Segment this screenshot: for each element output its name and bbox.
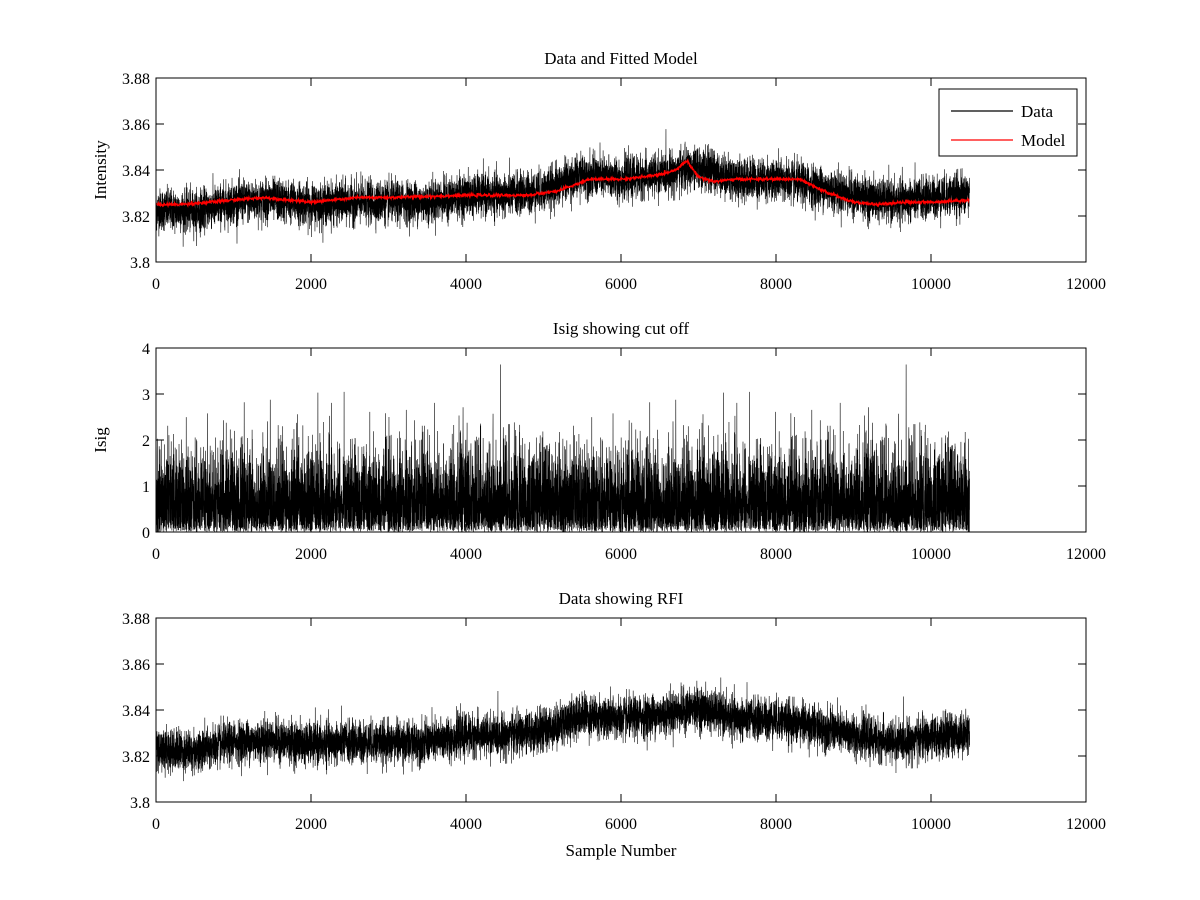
y-tick-label: 1 <box>142 479 150 496</box>
x-tick-label: 6000 <box>605 546 637 563</box>
x-tick-label: 8000 <box>760 276 792 293</box>
chart-title: Data and Fitted Model <box>544 49 698 68</box>
x-axis-label: Sample Number <box>566 841 677 860</box>
y-tick-label: 3.88 <box>122 71 150 88</box>
y-tick-label: 3.86 <box>122 657 150 674</box>
y-axis-label: Isig <box>91 427 110 453</box>
x-tick-label: 10000 <box>911 816 951 833</box>
y-tick-label: 2 <box>142 433 150 450</box>
x-tick-label: 8000 <box>760 546 792 563</box>
panel-3: 0 2000 4000 6000 8000 10000 12000 3.8 3.82 3.84 3.… <box>122 589 1106 860</box>
x-tick-label: 2000 <box>295 276 327 293</box>
y-tick-label: 3.8 <box>130 255 150 272</box>
x-tick-label: 10000 <box>911 276 951 293</box>
x-tick-label: 4000 <box>450 546 482 563</box>
legend-label-model: Model <box>1021 131 1066 150</box>
y-axis-label: Intensity <box>91 140 110 200</box>
legend: Data Model <box>938 88 1078 157</box>
x-tick-label: 12000 <box>1066 546 1106 563</box>
x-tick-label: 4000 <box>450 276 482 293</box>
y-tick-label: 3.88 <box>122 611 150 628</box>
x-tick-label: 2000 <box>295 546 327 563</box>
x-tick-label: 10000 <box>911 546 951 563</box>
series-1 <box>156 364 970 532</box>
chart-title: Data showing RFI <box>559 589 684 608</box>
y-tick-label: 3.84 <box>122 703 150 720</box>
chart-title: Isig showing cut off <box>553 319 689 338</box>
series-model <box>156 158 970 209</box>
x-tick-label: 12000 <box>1066 816 1106 833</box>
x-tick-label: 2000 <box>295 816 327 833</box>
legend-label-data: Data <box>1021 102 1054 121</box>
x-tick-label: 8000 <box>760 816 792 833</box>
x-tick-label: 12000 <box>1066 276 1106 293</box>
x-tick-label: 4000 <box>450 816 482 833</box>
series-1 <box>156 677 970 782</box>
x-tick-label: 0 <box>152 546 160 563</box>
y-tick-label: 4 <box>142 341 150 358</box>
x-tick-label: 0 <box>152 816 160 833</box>
panel-2: 0 2000 4000 6000 8000 10000 12000 0 1 2 3 4 Isig sho… <box>91 319 1106 563</box>
y-tick-label: 3.82 <box>122 749 150 766</box>
x-tick-label: 0 <box>152 276 160 293</box>
x-tick-label: 6000 <box>605 276 637 293</box>
panel-1: 0 2000 4000 6000 8000 10000 12000 3.8 3.82 3.84 3.… <box>91 49 1106 293</box>
y-tick-label: 3.82 <box>122 209 150 226</box>
y-tick-label: 3.86 <box>122 117 150 134</box>
y-tick-label: 3.84 <box>122 163 150 180</box>
y-tick-label: 0 <box>142 525 150 542</box>
x-tick-label: 6000 <box>605 816 637 833</box>
y-tick-label: 3.8 <box>130 795 150 812</box>
legend-box <box>938 88 1078 157</box>
y-tick-label: 3 <box>142 387 150 404</box>
